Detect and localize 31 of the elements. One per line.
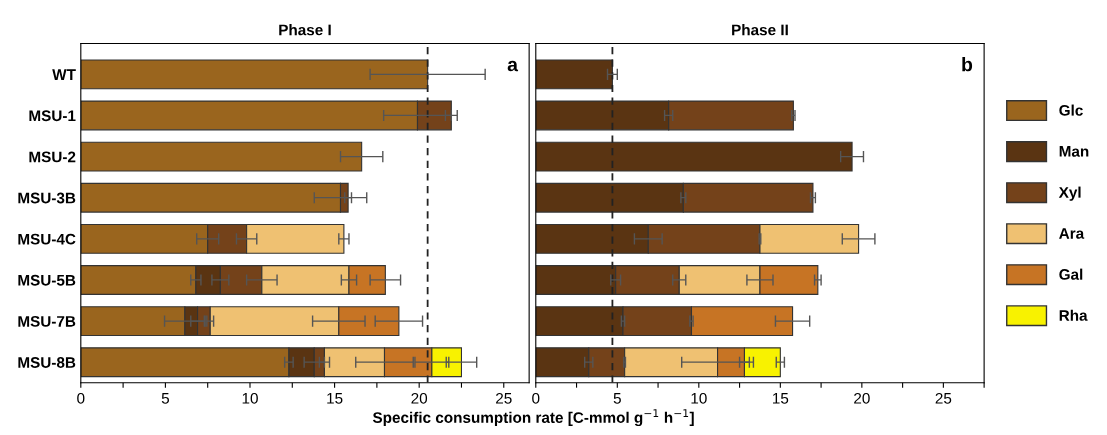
x-tick-label: 5: [613, 393, 621, 404]
annotation: a: [507, 60, 519, 72]
x-tick-label: 20: [411, 392, 428, 404]
y-tick-label: MSU-5B: [18, 274, 76, 286]
x-tick-label: 0: [532, 392, 540, 404]
legend-label: Glc: [1059, 104, 1083, 116]
x-axis-title: Specific consumption rate [C-mmol g$^{−1}$ h$^{−1}$]: [372, 409, 694, 427]
y-tick-label: MSU-2: [29, 151, 76, 163]
legend-label: Man: [1059, 146, 1089, 157]
x-tick-label: 10: [691, 392, 707, 404]
chart-title: Phase I: [279, 24, 331, 36]
legend-label: Rha: [1059, 309, 1088, 321]
legend-label: Xyl: [1058, 186, 1081, 201]
chart-title: Phase II: [732, 24, 788, 36]
legend-label: Gal: [1059, 268, 1083, 280]
x-tick-label: 25: [496, 392, 512, 404]
x-tick-label: 5: [161, 393, 170, 404]
y-tick-label: MSU-8B: [18, 357, 76, 368]
x-tick-label: 0: [77, 392, 85, 404]
x-tick-label: 25: [935, 392, 952, 404]
annotation: b: [962, 57, 973, 72]
x-tick-label: 20: [854, 392, 870, 404]
x-tick-label: 15: [773, 393, 789, 404]
y-tick-label: MSU-4C: [18, 233, 76, 245]
y-tick-label: MSU-3B: [18, 192, 76, 204]
y-tick-label: WT: [52, 69, 76, 80]
x-tick-label: 10: [242, 392, 258, 404]
x-tick-label: 15: [327, 393, 343, 404]
y-tick-label: MSU-7B: [18, 315, 76, 327]
y-tick-label: MSU-1: [29, 110, 76, 122]
legend-label: Ara: [1059, 228, 1085, 239]
